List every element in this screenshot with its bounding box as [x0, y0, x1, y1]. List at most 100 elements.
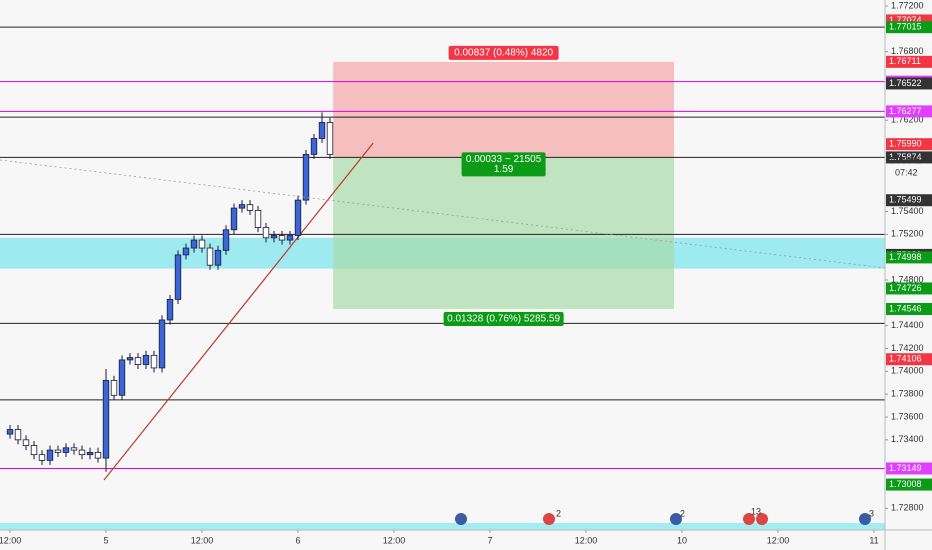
stop-zone — [333, 61, 674, 158]
y-tick-label: 1.74000 — [891, 366, 924, 376]
event-icon — [455, 513, 467, 525]
candle-body — [142, 354, 150, 365]
candle-body — [230, 207, 238, 231]
x-tick-label: 6 — [295, 535, 300, 545]
event-icons: 2 2 13 3 — [455, 506, 874, 525]
y-tick-label: 1.76200 — [891, 115, 924, 125]
bottom-band — [0, 523, 885, 530]
y-tick-label: 1.73600 — [891, 411, 924, 421]
x-tick-label: 11 — [869, 535, 878, 545]
x-tick-label: 12:00 — [191, 535, 214, 545]
price-tag-label: 1.77074 — [889, 15, 922, 25]
candle-body — [182, 247, 190, 256]
position-label: 0.00837 (0.48%) 4820 — [454, 48, 553, 59]
candle-body — [30, 445, 38, 456]
x-tick-label: 12:00 — [383, 535, 406, 545]
price-tag-label: 1.74998 — [889, 252, 922, 262]
event-icon — [670, 513, 682, 525]
price-tag — [886, 55, 932, 68]
y-tick-label: 1.74200 — [891, 343, 924, 353]
candle-body — [246, 204, 254, 211]
event-count: 2 — [680, 508, 685, 518]
candle-body — [158, 319, 166, 369]
candle-body — [86, 451, 94, 456]
dotted-line — [0, 159, 886, 269]
price-tag-label: 1.74106 — [889, 354, 922, 364]
y-tick-label: 1.72800 — [891, 503, 924, 513]
candle-body — [6, 429, 14, 435]
price-tag — [886, 303, 932, 316]
event-icon — [859, 513, 871, 525]
price-axis — [885, 0, 932, 550]
y-tick-label: 1.76800 — [891, 46, 924, 56]
event-count: 3 — [869, 508, 874, 518]
plot-area — [0, 26, 885, 481]
candle-body — [286, 235, 294, 241]
position-label: 0.00033 ~ 21505 — [466, 154, 542, 165]
candle-body — [78, 449, 86, 456]
price-tag-label: 1.74726 — [889, 283, 922, 293]
price-tag-label: 1.75499 — [889, 195, 922, 205]
candle-body — [22, 439, 30, 446]
x-tick-label: 7 — [487, 535, 492, 545]
price-tag — [886, 138, 932, 151]
y-tick-label: 1.77200 — [891, 0, 924, 10]
candle-body — [198, 239, 206, 249]
candle-body — [174, 254, 182, 300]
candle-body — [54, 449, 62, 453]
candle-body — [150, 354, 158, 369]
countdown-label: 07:42 — [895, 168, 918, 178]
candle-body — [62, 447, 70, 453]
candle-body — [262, 227, 270, 239]
candle-body — [190, 239, 198, 249]
price-tag-label: 1.76522 — [889, 78, 922, 88]
candle-body — [254, 209, 262, 228]
price-tag-label: 1.75874 — [889, 152, 922, 162]
price-tag-label: 1.76711 — [889, 56, 921, 66]
candle-body — [102, 380, 110, 459]
candle-body — [326, 122, 334, 155]
candle-body — [134, 357, 142, 365]
price-tag-label: 1.73149 — [889, 463, 922, 473]
event-icon — [543, 513, 555, 525]
price-tag — [886, 462, 932, 475]
price-tag-label: 1.76277 — [889, 106, 922, 116]
y-tick-label: 1.74800 — [891, 274, 924, 284]
candle-body — [294, 199, 302, 236]
last-price-label: 1.75841 — [889, 156, 922, 166]
position-label: 0.01328 (0.76%) 5285.59 — [447, 314, 560, 325]
price-tag-label: 1.77015 — [889, 22, 922, 32]
price-tag — [886, 353, 932, 366]
price-tag — [886, 77, 932, 90]
x-tick-label: 12:00 — [575, 535, 598, 545]
candle-body — [318, 122, 326, 139]
price-tag-label: 1.73008 — [889, 479, 922, 489]
price-tag — [886, 251, 932, 264]
price-tag-label: 1.75990 — [889, 139, 922, 149]
candle-body — [238, 204, 246, 209]
candle-body — [94, 451, 102, 459]
x-tick-label: 5 — [103, 535, 108, 545]
event-count: 2 — [556, 508, 561, 518]
y-tick-label: 1.74400 — [891, 320, 924, 330]
price-tag — [886, 21, 932, 34]
price-tag — [886, 282, 932, 295]
candle-body — [14, 429, 22, 441]
x-tick-label: 10 — [677, 535, 687, 545]
y-tick-label: 1.75400 — [891, 206, 924, 216]
candle-body — [310, 138, 318, 155]
candle-body — [118, 359, 126, 396]
position-label-box — [443, 312, 564, 327]
position-label-box — [448, 45, 559, 60]
candle-body — [214, 249, 222, 266]
price-tag — [886, 105, 932, 118]
y-tick-label: 1.75200 — [891, 229, 924, 239]
candle-body — [302, 154, 310, 201]
x-tick-label: 12:00 — [0, 535, 21, 545]
trendline — [103, 142, 374, 481]
price-tag — [886, 194, 932, 207]
y-tick-label: 1.73800 — [891, 389, 924, 399]
event-icon — [743, 513, 755, 525]
price-tag-label: 1.74546 — [889, 303, 922, 313]
